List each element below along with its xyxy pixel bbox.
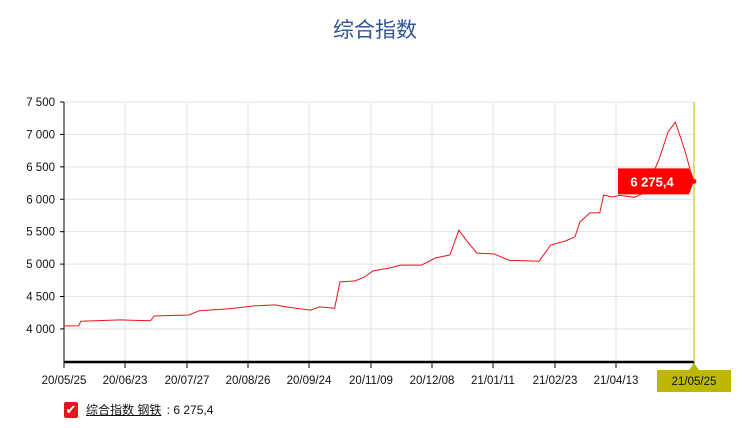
x-tick-label: 21/04/13 (594, 375, 639, 387)
legend-series-label[interactable]: 综合指数 钢铁 (86, 403, 162, 417)
series-line (63, 121, 695, 327)
legend-checkbox-icon[interactable]: ✔ (64, 401, 78, 418)
y-tick-label: 4 500 (26, 292, 55, 304)
legend[interactable]: ✔ 综合指数 钢铁 : 6 275,4 (64, 401, 213, 418)
x-tick-label: 20/12/08 (410, 375, 455, 387)
chart-title: 综合指数 (333, 18, 417, 42)
tooltip-box (618, 168, 694, 195)
y-tick-label: 6 000 (26, 194, 55, 206)
x-tick-label: 20/08/26 (226, 375, 271, 387)
y-tick-label: 5 500 (26, 227, 55, 239)
x-tick-label: 20/07/27 (165, 375, 210, 387)
x-tick-label: 20/06/23 (103, 375, 148, 387)
legend-sep: : (163, 402, 174, 417)
y-tick-label: 4 000 (26, 324, 55, 336)
tooltip-value: 6 275,4 (630, 174, 674, 189)
y-tick-label: 6 500 (26, 162, 55, 174)
crosshair-label: 21/05/25 (672, 376, 717, 388)
x-tick-label: 20/05/25 (42, 375, 87, 387)
crosshair-label-box (657, 363, 731, 392)
y-tick-label: 5 000 (26, 259, 55, 271)
y-tick-label: 7 000 (26, 129, 55, 141)
legend-value: 6 275,4 (173, 402, 214, 417)
x-tick-label: 20/11/09 (349, 375, 393, 387)
x-tick-label: 21/01/11 (471, 375, 515, 387)
x-tick-label: 20/09/24 (287, 375, 332, 387)
x-tick-label: 21/02/23 (533, 375, 578, 387)
y-tick-label: 7 500 (26, 97, 55, 109)
